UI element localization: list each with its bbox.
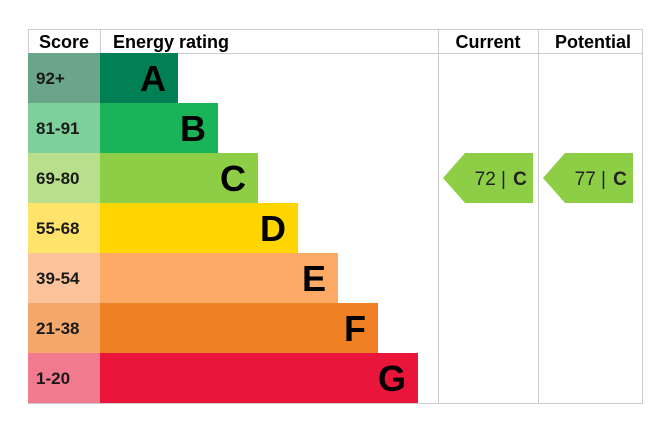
score-cell-b bbox=[28, 103, 100, 153]
current-arrow-shape bbox=[443, 153, 533, 203]
header-current: Current bbox=[455, 32, 520, 52]
score-range-b: 81-91 bbox=[36, 119, 79, 138]
band-letter-c: C bbox=[220, 158, 246, 199]
rating-bands: 92+ A 81-91 B 69-80 C 55-68 D 39-54 E 21-38 F 1-20 G bbox=[28, 53, 418, 403]
score-cell-d bbox=[28, 203, 100, 253]
score-range-f: 21-38 bbox=[36, 319, 79, 338]
band-bar-g bbox=[100, 353, 418, 403]
score-cell-c bbox=[28, 153, 100, 203]
potential-rating-value: 77 | bbox=[575, 169, 606, 190]
band-letter-d: D bbox=[260, 208, 286, 249]
current-rating-arrow: 72 | C bbox=[443, 153, 533, 203]
band-bar-f bbox=[100, 303, 378, 353]
score-range-e: 39-54 bbox=[36, 269, 80, 288]
score-cell-e bbox=[28, 253, 100, 303]
potential-rating-band: C bbox=[613, 169, 627, 190]
band-letter-b: B bbox=[180, 108, 206, 149]
header-potential: Potential bbox=[555, 32, 631, 52]
band-letter-g: G bbox=[378, 358, 406, 399]
potential-rating-arrow: 77 | C bbox=[543, 153, 633, 203]
band-bar-e bbox=[100, 253, 338, 303]
score-cell-g bbox=[28, 353, 100, 403]
potential-arrow-shape bbox=[543, 153, 633, 203]
band-letter-e: E bbox=[302, 258, 326, 299]
band-bar-a bbox=[100, 53, 178, 103]
current-rating-value: 72 | bbox=[475, 169, 506, 190]
score-cell-a bbox=[28, 53, 100, 103]
band-bar-b bbox=[100, 103, 218, 153]
header-score: Score bbox=[39, 32, 89, 52]
band-bar-c bbox=[100, 153, 258, 203]
score-range-d: 55-68 bbox=[36, 219, 79, 238]
band-letter-f: F bbox=[344, 308, 366, 349]
score-range-c: 69-80 bbox=[36, 169, 79, 188]
band-letter-a: A bbox=[140, 58, 166, 99]
band-bar-d bbox=[100, 203, 298, 253]
score-range-g: 1-20 bbox=[36, 369, 70, 388]
current-rating-band: C bbox=[513, 169, 527, 190]
header-energy-rating: Energy rating bbox=[113, 32, 229, 52]
score-range-a: 92+ bbox=[36, 69, 65, 88]
score-cell-f bbox=[28, 303, 100, 353]
